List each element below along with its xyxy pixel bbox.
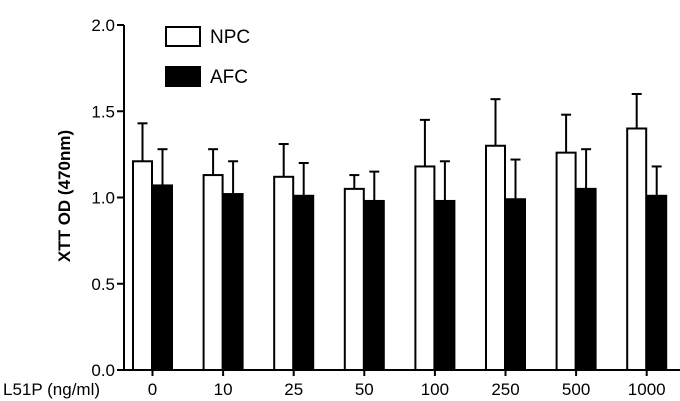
x-tick-label: 1000 — [628, 380, 666, 399]
bar-npc — [132, 160, 153, 371]
x-tick-label: 500 — [562, 380, 590, 399]
bar-afc — [575, 187, 597, 371]
bar-afc — [505, 198, 526, 371]
bar-afc — [222, 193, 244, 371]
y-tick-label: 0.5 — [91, 275, 115, 294]
y-axis-title: XTT OD (470nm) — [55, 130, 74, 262]
legend: NPC AFC — [165, 26, 250, 88]
legend-swatch-afc — [165, 66, 201, 87]
x-tick-label: 25 — [284, 380, 303, 399]
x-tick-label: 50 — [355, 380, 374, 399]
legend-swatch-npc — [165, 26, 201, 47]
bar-afc — [363, 199, 385, 371]
bar-afc — [434, 199, 456, 371]
bar-npc — [202, 174, 224, 371]
y-tick-label: 1.5 — [91, 102, 115, 121]
bar-afc — [152, 184, 173, 371]
y-tick-label: 0.0 — [91, 361, 115, 380]
bar-afc — [646, 194, 668, 371]
y-tick-label: 2.0 — [91, 16, 115, 35]
x-ticks: 0 10 25 50 100 250 500 1000 — [148, 370, 666, 399]
bar-npc — [626, 127, 648, 371]
bar-afc — [293, 194, 315, 371]
x-tick-label: 10 — [214, 380, 233, 399]
bar-npc — [343, 187, 365, 371]
x-tick-label: 100 — [421, 380, 449, 399]
bars — [132, 93, 668, 371]
bar-npc — [414, 165, 436, 371]
x-tick-label: 250 — [491, 380, 519, 399]
legend-label-afc: AFC — [210, 67, 248, 88]
bar-npc — [555, 151, 577, 371]
x-axis-prefix-label: L51P (ng/ml) — [3, 380, 100, 399]
bar-npc — [273, 175, 295, 371]
x-tick-label: 0 — [148, 380, 157, 399]
bar-npc — [485, 144, 506, 371]
y-ticks: 0.0 0.5 1.0 1.5 2.0 — [91, 16, 124, 380]
y-tick-label: 1.0 — [91, 189, 115, 208]
legend-label-npc: NPC — [210, 27, 250, 48]
